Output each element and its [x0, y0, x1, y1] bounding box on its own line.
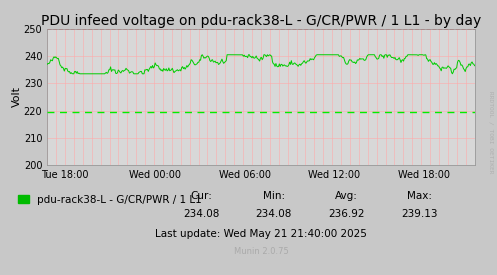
Text: Max:: Max: [407, 191, 431, 201]
Text: Cur:: Cur: [190, 191, 212, 201]
Text: 239.13: 239.13 [401, 208, 437, 219]
Text: Min:: Min: [263, 191, 285, 201]
Text: 234.08: 234.08 [255, 208, 292, 219]
Text: 236.92: 236.92 [328, 208, 365, 219]
Title: PDU infeed voltage on pdu-rack38-L - G/CR/PWR / 1 L1 - by day: PDU infeed voltage on pdu-rack38-L - G/C… [41, 14, 481, 28]
Text: Avg:: Avg: [335, 191, 358, 201]
Text: RRDTOOL / TOBI OETIKER: RRDTOOL / TOBI OETIKER [488, 91, 493, 173]
Text: Last update: Wed May 21 21:40:00 2025: Last update: Wed May 21 21:40:00 2025 [155, 229, 367, 239]
Legend: pdu-rack38-L - G/CR/PWR / 1 L1: pdu-rack38-L - G/CR/PWR / 1 L1 [18, 195, 202, 205]
Y-axis label: Volt: Volt [12, 86, 22, 108]
Text: 234.08: 234.08 [183, 208, 219, 219]
Text: Munin 2.0.75: Munin 2.0.75 [234, 247, 288, 256]
